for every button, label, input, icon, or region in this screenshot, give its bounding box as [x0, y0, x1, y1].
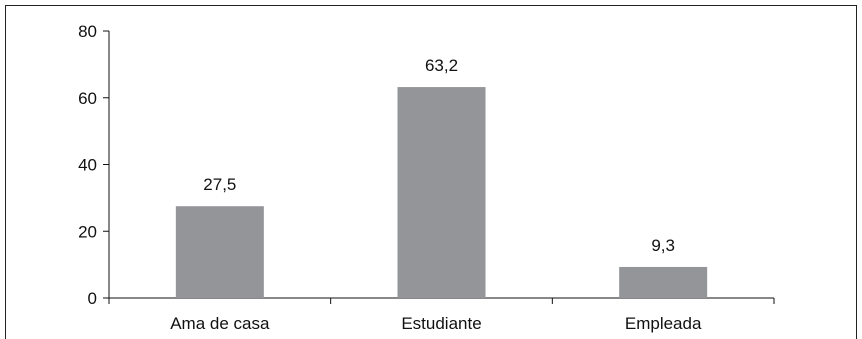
y-tick-label: 20 [78, 222, 97, 241]
bar-empleada [619, 266, 708, 298]
x-category-label: Estudiante [401, 314, 481, 333]
data-label: 27,5 [203, 175, 236, 194]
x-category-label: Ama de casa [170, 314, 270, 333]
data-label: 9,3 [651, 236, 675, 255]
data-label: 63,2 [425, 56, 458, 75]
bars [175, 87, 708, 298]
bar-estudiante [397, 87, 486, 298]
y-axis: 0 20 40 60 80 [78, 22, 110, 308]
x-axis: Ama de casa Estudiante Empleada [108, 297, 775, 333]
bar-ama-de-casa [175, 206, 264, 298]
y-tick-label: 60 [78, 89, 97, 108]
y-tick-label: 0 [88, 289, 97, 308]
x-category-label: Empleada [625, 314, 702, 333]
data-labels: 27,5 63,2 9,3 [203, 56, 675, 255]
y-tick-label: 40 [78, 156, 97, 175]
y-tick-label: 80 [78, 22, 97, 41]
